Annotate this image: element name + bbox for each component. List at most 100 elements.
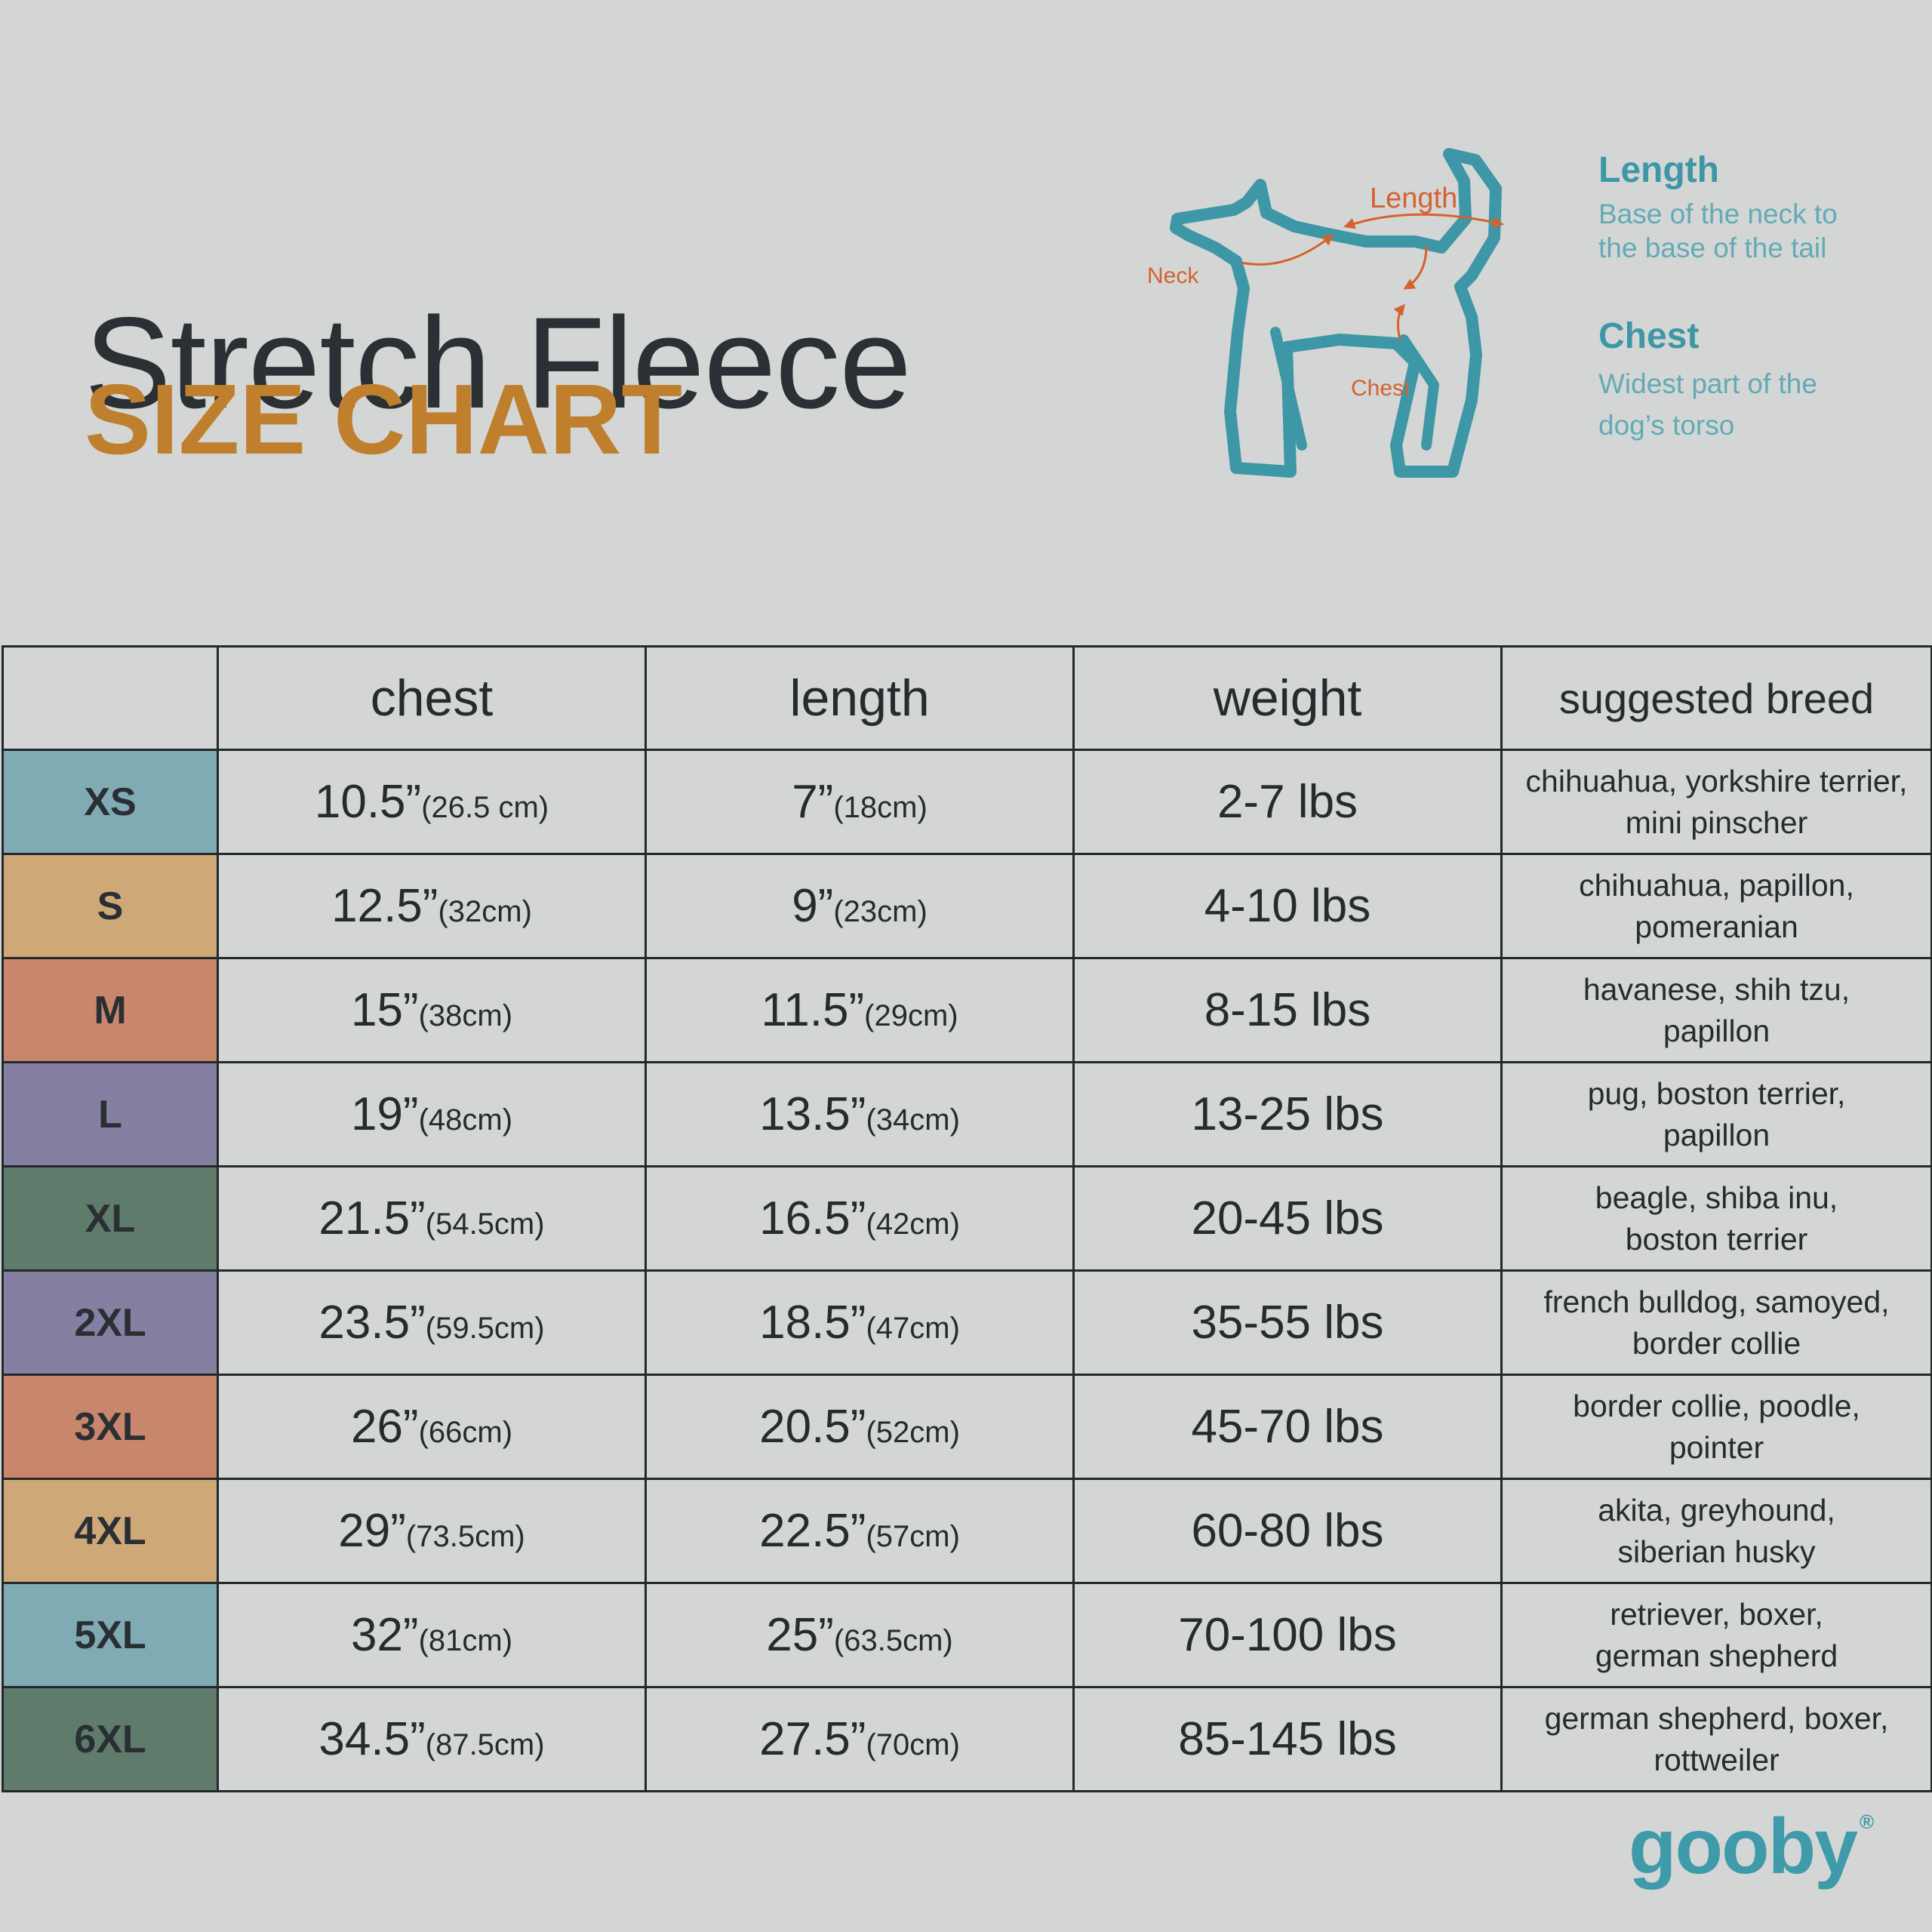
header-weight: weight bbox=[1072, 645, 1503, 751]
size-cell: 3XL bbox=[2, 1374, 219, 1480]
table-row: S 12.5”(32cm) 9”(23cm) 4-10 lbs chihuahua, p… bbox=[2, 853, 1932, 959]
chest-inches: 10.5” bbox=[314, 776, 422, 828]
breed-line: mini pinscher bbox=[1625, 804, 1808, 840]
chest-cm: (81cm) bbox=[418, 1624, 513, 1657]
table-row: M 15”(38cm) 11.5”(29cm) 8-15 lbs havanese, s… bbox=[2, 957, 1932, 1063]
length-inches: 18.5” bbox=[759, 1297, 866, 1349]
length-cell: 18.5”(47cm) bbox=[645, 1269, 1075, 1376]
weight-cell: 85-145 lbs bbox=[1072, 1686, 1503, 1792]
length-cm: (23cm) bbox=[833, 895, 928, 928]
chest-cm: (87.5cm) bbox=[425, 1728, 545, 1761]
chest-inches: 32” bbox=[350, 1609, 419, 1661]
length-description-title: Length bbox=[1598, 150, 1719, 190]
length-description-line: Base of the neck to bbox=[1598, 198, 1838, 229]
length-cm: (63.5cm) bbox=[833, 1624, 953, 1657]
length-inches: 20.5” bbox=[759, 1401, 866, 1453]
table-row: 3XL 26”(66cm) 20.5”(52cm) 45-70 lbs border c… bbox=[2, 1374, 1932, 1480]
chest-inches: 12.5” bbox=[331, 880, 438, 932]
length-cell: 13.5”(34cm) bbox=[645, 1061, 1075, 1168]
header-suggested-breed: suggested breed bbox=[1500, 645, 1932, 751]
length-cell: 27.5”(70cm) bbox=[645, 1686, 1075, 1792]
chest-cm: (59.5cm) bbox=[425, 1312, 545, 1345]
chest-cell: 29”(73.5cm) bbox=[217, 1478, 647, 1584]
chest-inches: 26” bbox=[350, 1401, 419, 1453]
table-row: L 19”(48cm) 13.5”(34cm) 13-25 lbs pug, bosto… bbox=[2, 1061, 1932, 1168]
chest-cell: 21.5”(54.5cm) bbox=[217, 1165, 647, 1272]
length-inches: 9” bbox=[792, 880, 834, 932]
dog-hind-inner-line bbox=[1398, 334, 1439, 451]
weight-cell: 45-70 lbs bbox=[1072, 1374, 1503, 1480]
table-row: XL 21.5”(54.5cm) 16.5”(42cm) 20-45 lbs beagl… bbox=[2, 1165, 1932, 1272]
chest-label: Chest bbox=[1351, 376, 1411, 401]
size-cell: 2XL bbox=[2, 1269, 219, 1376]
chest-description: Chest Widest part of the dog’s torso bbox=[1598, 316, 1915, 447]
length-description-line: the base of the tail bbox=[1598, 232, 1827, 263]
chest-cell: 19”(48cm) bbox=[217, 1061, 647, 1168]
length-cell: 16.5”(42cm) bbox=[645, 1165, 1075, 1272]
chest-cm: (66cm) bbox=[418, 1416, 513, 1449]
breed-line: border collie bbox=[1632, 1325, 1801, 1361]
page-title: Stretch Fleece bbox=[85, 291, 912, 436]
breed-line: siberian husky bbox=[1617, 1534, 1816, 1569]
table-row: XS 10.5”(26.5 cm) 7”(18cm) 2-7 lbs chihuahua… bbox=[2, 749, 1932, 855]
neck-arrow bbox=[1241, 234, 1334, 266]
size-cell: 5XL bbox=[2, 1582, 219, 1688]
breed-line: papillon bbox=[1663, 1117, 1770, 1152]
size-cell: M bbox=[2, 957, 219, 1063]
size-cell: XL bbox=[2, 1165, 219, 1272]
chest-cell: 12.5”(32cm) bbox=[217, 853, 647, 959]
breed-cell: chihuahua, papillon, pomeranian bbox=[1500, 853, 1932, 959]
size-table: chest length weight suggested breed XS 10… bbox=[2, 645, 1932, 1792]
chest-cm: (73.5cm) bbox=[405, 1520, 525, 1553]
breed-cell: french bulldog, samoyed, border collie bbox=[1500, 1269, 1932, 1376]
length-inches: 16.5” bbox=[759, 1192, 866, 1244]
length-cell: 22.5”(57cm) bbox=[645, 1478, 1075, 1584]
length-cell: 25”(63.5cm) bbox=[645, 1582, 1075, 1688]
breed-cell: border collie, poodle, pointer bbox=[1500, 1374, 1932, 1480]
table-header-row: chest length weight suggested breed bbox=[2, 645, 1932, 751]
length-label: Length bbox=[1370, 183, 1457, 214]
size-cell: S bbox=[2, 853, 219, 959]
breed-line: pug, boston terrier, bbox=[1587, 1076, 1846, 1112]
breed-line: pointer bbox=[1669, 1429, 1764, 1465]
chest-cm: (26.5 cm) bbox=[421, 791, 549, 824]
dog-silhouette bbox=[1170, 148, 1502, 478]
weight-cell: 20-45 lbs bbox=[1072, 1165, 1503, 1272]
length-cell: 11.5”(29cm) bbox=[645, 957, 1075, 1063]
size-cell: XS bbox=[2, 749, 219, 855]
breed-cell: havanese, shih tzu, papillon bbox=[1500, 957, 1932, 1063]
chest-arrow-bottom bbox=[1393, 303, 1405, 340]
breed-line: beagle, shiba inu, bbox=[1595, 1180, 1838, 1216]
length-inches: 11.5” bbox=[761, 984, 865, 1036]
chest-inches: 29” bbox=[338, 1505, 406, 1557]
table-row: 4XL 29”(73.5cm) 22.5”(57cm) 60-80 lbs akita,… bbox=[2, 1478, 1932, 1584]
chest-arrow-top bbox=[1403, 245, 1428, 290]
registered-mark: ® bbox=[1859, 1810, 1874, 1833]
breed-line: pomeranian bbox=[1635, 909, 1798, 944]
chest-description-line: Widest part of the bbox=[1598, 368, 1817, 399]
length-inches: 25” bbox=[766, 1609, 834, 1661]
table-row: 5XL 32”(81cm) 25”(63.5cm) 70-100 lbs retriev… bbox=[2, 1582, 1932, 1688]
chest-description-text: Widest part of the dog’s torso bbox=[1598, 363, 1915, 447]
length-cell: 7”(18cm) bbox=[645, 749, 1075, 855]
header-length: length bbox=[645, 645, 1075, 751]
chest-inches: 21.5” bbox=[318, 1192, 426, 1244]
header-size bbox=[2, 645, 219, 751]
neck-label: Neck bbox=[1147, 263, 1199, 288]
breed-line: german shepherd, boxer, bbox=[1544, 1701, 1889, 1737]
chest-cm: (54.5cm) bbox=[425, 1208, 545, 1241]
header-chest: chest bbox=[217, 645, 647, 751]
length-cm: (29cm) bbox=[864, 999, 958, 1032]
length-description-text: Base of the neck to the base of the tail bbox=[1598, 197, 1915, 265]
breed-cell: german shepherd, boxer, rottweiler bbox=[1500, 1686, 1932, 1792]
breed-line: havanese, shih tzu, bbox=[1583, 972, 1850, 1008]
breed-line: chihuahua, yorkshire terrier, bbox=[1525, 764, 1908, 799]
length-inches: 22.5” bbox=[759, 1505, 866, 1557]
length-cell: 9”(23cm) bbox=[645, 853, 1075, 959]
length-inches: 27.5” bbox=[759, 1713, 866, 1765]
length-inches: 13.5” bbox=[759, 1088, 866, 1140]
weight-cell: 60-80 lbs bbox=[1072, 1478, 1503, 1584]
size-cell: 6XL bbox=[2, 1686, 219, 1792]
size-cell: 4XL bbox=[2, 1478, 219, 1584]
weight-cell: 8-15 lbs bbox=[1072, 957, 1503, 1063]
